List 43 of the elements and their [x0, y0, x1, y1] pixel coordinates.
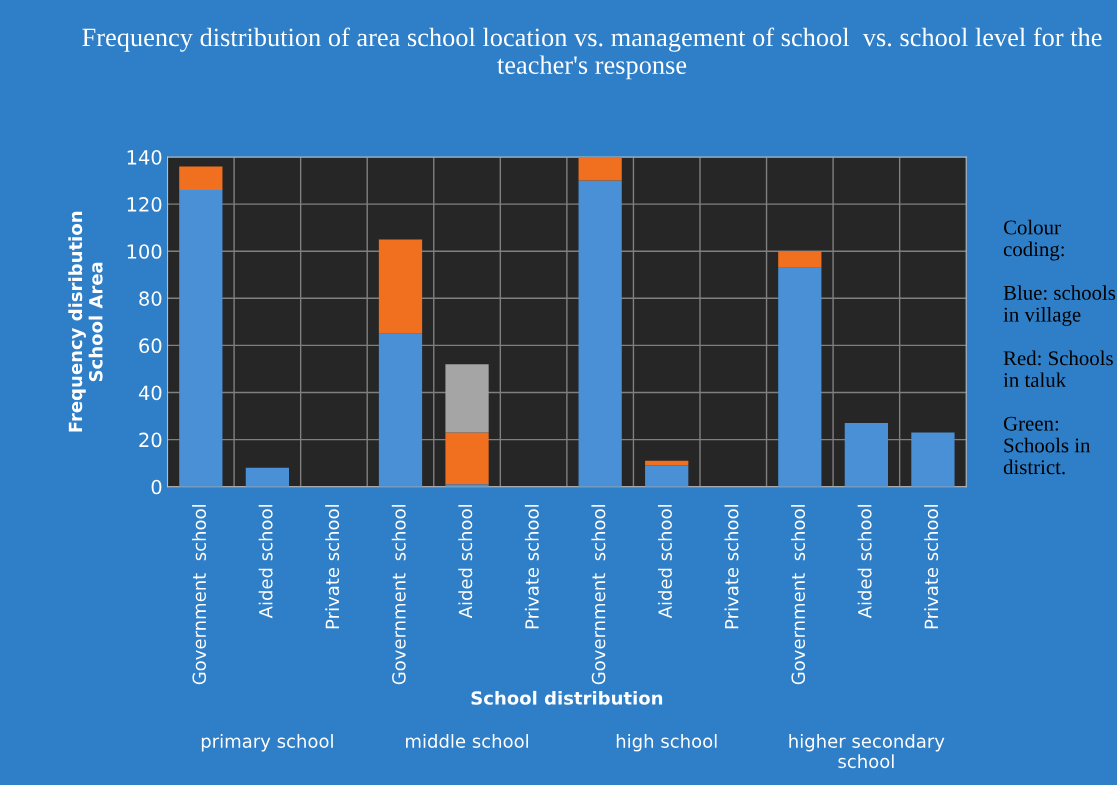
bar — [578, 157, 622, 181]
bar — [778, 267, 822, 487]
y-tick-label: 120 — [127, 197, 162, 212]
text: middle school — [406, 733, 528, 748]
x-axis-title: School distribution — [471, 690, 663, 705]
x-tick-label: Aided school — [657, 505, 672, 619]
x-tick-label: Government school — [192, 505, 207, 685]
bar — [245, 467, 290, 487]
text: high school — [616, 733, 717, 752]
chart-title: Frequency distribution of area school location vs. management of school vs. school level for the teacher's response — [82, 27, 1102, 80]
x-tick-label: Private school — [325, 505, 340, 629]
y-tick-label: 60 — [139, 338, 162, 354]
x-tick-label: Private school — [524, 505, 539, 629]
x-tick-label: Government school — [591, 505, 606, 685]
y-tick-label: 0 — [151, 479, 162, 495]
bar — [645, 460, 689, 466]
bar — [645, 465, 689, 487]
bar — [179, 189, 223, 487]
bar — [179, 166, 223, 190]
bar — [844, 423, 888, 487]
y-tick-label: 20 — [139, 432, 162, 448]
bar — [378, 239, 423, 334]
text: primary school — [201, 733, 333, 752]
y-tick-label: 140 — [127, 149, 162, 165]
y-tick-label: 100 — [127, 244, 162, 259]
x-tick-label: Aided school — [458, 505, 473, 619]
bar — [778, 251, 822, 268]
bar — [378, 333, 423, 487]
text: Colour coding: Blue: schools in village Red: Schools in taluk Green: Schools in district. — [1003, 219, 1116, 475]
x-tick-label: Government school — [791, 505, 806, 685]
x-tick-label: Private school — [724, 505, 739, 629]
bar — [445, 432, 489, 485]
bar — [445, 364, 489, 433]
bar — [911, 432, 955, 487]
y-tick-label: 40 — [138, 385, 162, 401]
text: higher secondary school — [789, 733, 945, 769]
y-tick-label: 80 — [139, 291, 162, 306]
x-tick-label: Aided school — [857, 505, 872, 619]
y-axis-title: Frequency disribution School Area — [68, 211, 103, 432]
x-tick-label: Private school — [924, 505, 939, 629]
x-tick-label: Government school — [391, 505, 406, 685]
x-tick-label: Aided school — [258, 505, 273, 619]
bar — [578, 180, 622, 487]
